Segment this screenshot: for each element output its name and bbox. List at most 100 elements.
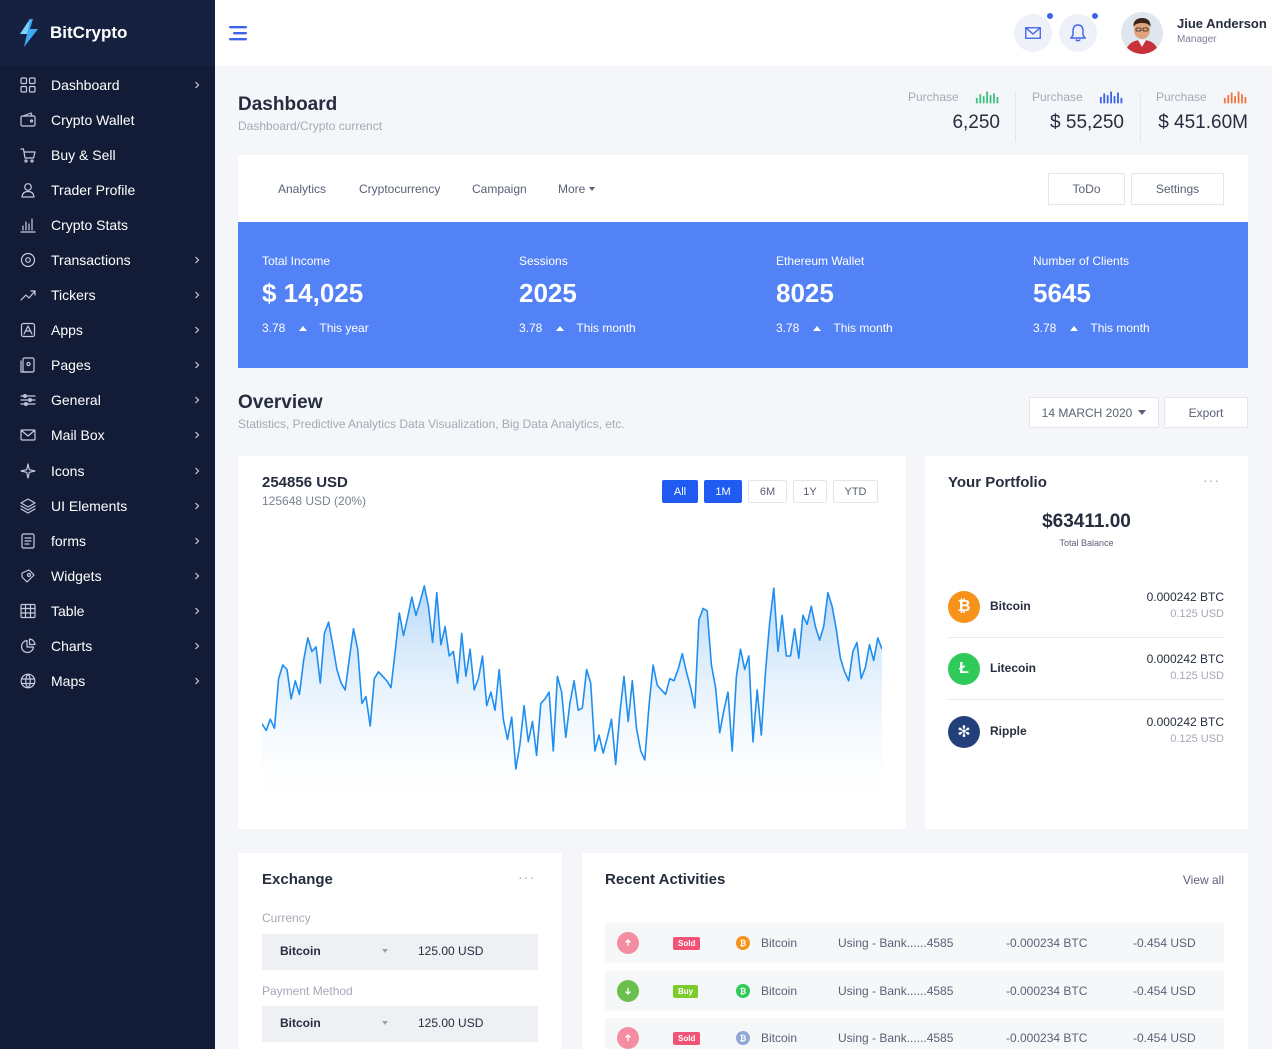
page-title: Dashboard <box>238 94 338 115</box>
messages-button[interactable] <box>1014 12 1054 52</box>
kpi-foot: 3.78 This month <box>1033 321 1150 335</box>
currency-label: Currency <box>262 911 311 925</box>
range-1y-button[interactable]: 1Y <box>793 480 827 503</box>
sidebar-item-forms[interactable]: forms <box>0 523 215 558</box>
sidebar-item-mail-box[interactable]: Mail Box <box>0 418 215 453</box>
sidebar-item-label: Table <box>51 602 85 619</box>
sidebar-item-label: Maps <box>51 673 86 690</box>
kpi-foot: 3.78 This month <box>776 321 893 335</box>
sidebar-item-label: General <box>51 392 101 409</box>
sidebar-item-ui-elements[interactable]: UI Elements <box>0 488 215 523</box>
sidebar-item-crypto-wallet[interactable]: Crypto Wallet <box>0 102 215 137</box>
coin-usd: 0.125 USD <box>1170 608 1224 620</box>
mail-icon <box>1025 27 1041 39</box>
area-chart[interactable] <box>262 548 882 806</box>
tab-more[interactable]: More <box>558 182 596 196</box>
sidebar-item-label: Apps <box>51 322 83 339</box>
sidebar-item-label: Crypto Wallet <box>51 111 135 128</box>
kpi-value: 2025 <box>519 278 577 308</box>
sidebar: BitCrypto Dashboard Crypto Wallet Buy & Se… <box>0 0 215 1049</box>
more-options-icon[interactable]: ··· <box>518 869 535 885</box>
sliders-icon <box>20 394 36 407</box>
date-dropdown[interactable]: 14 MARCH 2020 <box>1029 397 1159 428</box>
more-options-icon[interactable]: ··· <box>1203 472 1220 488</box>
sidebar-item-table[interactable]: Table <box>0 593 215 628</box>
mini-bar <box>985 91 988 104</box>
mail-icon <box>20 429 36 442</box>
range-all-button[interactable]: All <box>662 480 698 503</box>
mini-bar <box>1240 94 1243 104</box>
sidebar-item-apps[interactable]: Apps <box>0 313 215 348</box>
portfolio-coin-litecoin[interactable]: Ł Litecoin 0.000242 BTC 0.125 USD <box>948 638 1224 700</box>
notification-dot <box>1091 12 1099 20</box>
sidebar-item-icons[interactable]: Icons <box>0 453 215 488</box>
chevron-right-icon <box>195 677 200 685</box>
divider <box>1015 92 1016 142</box>
brand[interactable]: BitCrypto <box>0 0 215 66</box>
topbar: Jiue Anderson Manager <box>215 0 1272 66</box>
kpi-change: 3.78 <box>776 321 800 335</box>
activity-row[interactable]: Buy ₿ Bitcoin Using - Bank......4585 -0.0002… <box>605 971 1224 1011</box>
range-1m-button[interactable]: 1M <box>704 480 742 503</box>
activity-usd: -0.454 USD <box>1133 936 1196 950</box>
triangle-up-icon <box>299 325 308 331</box>
portfolio-coin-bitcoin[interactable]: ₿ Bitcoin 0.000242 BTC 0.125 USD <box>948 576 1224 638</box>
date-value: 14 MARCH 2020 <box>1041 405 1133 420</box>
sidebar-item-crypto-stats[interactable]: Crypto Stats <box>0 207 215 242</box>
mini-bar <box>1244 97 1247 104</box>
menu-toggle-icon[interactable] <box>229 24 249 42</box>
sidebar-item-buy-sell[interactable]: Buy & Sell <box>0 137 215 172</box>
range-ytd-button[interactable]: YTD <box>833 480 878 503</box>
trending-icon <box>20 290 36 301</box>
user-name[interactable]: Jiue Anderson <box>1177 16 1267 31</box>
payment-method-select[interactable]: Bitcoin 125.00 USD <box>262 1006 538 1042</box>
user-icon <box>21 182 35 198</box>
range-6m-button[interactable]: 6M <box>748 480 787 503</box>
sidebar-item-charts[interactable]: Charts <box>0 629 215 664</box>
tab-campaign[interactable]: Campaign <box>472 182 527 196</box>
export-button[interactable]: Export <box>1164 397 1248 428</box>
total-balance: $63411.00 <box>1042 511 1131 532</box>
sidebar-item-general[interactable]: General <box>0 383 215 418</box>
tab-analytics[interactable]: Analytics <box>278 182 327 196</box>
payment-method-label: Payment Method <box>262 984 353 998</box>
coin-name: Litecoin <box>990 661 1037 675</box>
activity-row[interactable]: Sold ₿ Bitcoin Using - Bank......4585 -0.000… <box>605 1018 1224 1049</box>
sidebar-item-maps[interactable]: Maps <box>0 664 215 699</box>
sidebar-item-transactions[interactable]: Transactions <box>0 242 215 277</box>
view-all-link[interactable]: View all <box>1182 873 1224 887</box>
sidebar-item-pages[interactable]: Pages <box>0 348 215 383</box>
sidebar-item-dashboard[interactable]: Dashboard <box>0 67 215 102</box>
tab-cryptocurrency[interactable]: Cryptocurrency <box>359 182 441 196</box>
portfolio-coin-ripple[interactable]: ✻ Ripple 0.000242 BTC 0.125 USD <box>948 701 1224 763</box>
sidebar-item-trader-profile[interactable]: Trader Profile <box>0 172 215 207</box>
breadcrumb[interactable]: Dashboard/Crypto currenct <box>238 119 383 133</box>
activity-btc: -0.000234 BTC <box>1006 1031 1088 1045</box>
activities-title: Recent Activities <box>605 871 726 888</box>
portfolio-card: Your Portfolio ··· $63411.00 Total Balan… <box>925 456 1248 829</box>
activity-usd: -0.454 USD <box>1133 1031 1196 1045</box>
activity-usd: -0.454 USD <box>1133 984 1196 998</box>
sidebar-item-tickers[interactable]: Tickers <box>0 278 215 313</box>
sidebar-item-widgets[interactable]: Widgets <box>0 558 215 593</box>
activities-card: Recent Activities View all Sold ₿ Bitcoin U… <box>582 853 1248 1049</box>
wallet-icon <box>20 112 36 127</box>
status-badge: Sold <box>673 937 701 950</box>
caret-down-icon <box>382 1021 388 1025</box>
avatar[interactable] <box>1121 12 1163 54</box>
coin-usd: 0.125 USD <box>1170 733 1224 745</box>
currency-select[interactable]: Bitcoin 125.00 USD <box>262 934 538 970</box>
transactions-icon <box>20 252 36 268</box>
settings-button[interactable]: Settings <box>1131 173 1224 205</box>
kpi-period: This month <box>576 321 636 335</box>
activity-row[interactable]: Sold ₿ Bitcoin Using - Bank......4585 -0.000… <box>605 923 1224 963</box>
notifications-button[interactable] <box>1059 12 1099 52</box>
chevron-right-icon <box>195 361 200 369</box>
payment-value: Bitcoin <box>280 1016 321 1030</box>
litecoin-icon: Ł <box>948 653 980 685</box>
mini-bar <box>989 95 992 104</box>
tab-more-label: More <box>558 182 586 196</box>
pages-icon <box>20 357 35 373</box>
coin-amount: 0.000242 BTC <box>1146 590 1224 604</box>
todo-button[interactable]: ToDo <box>1048 173 1125 205</box>
